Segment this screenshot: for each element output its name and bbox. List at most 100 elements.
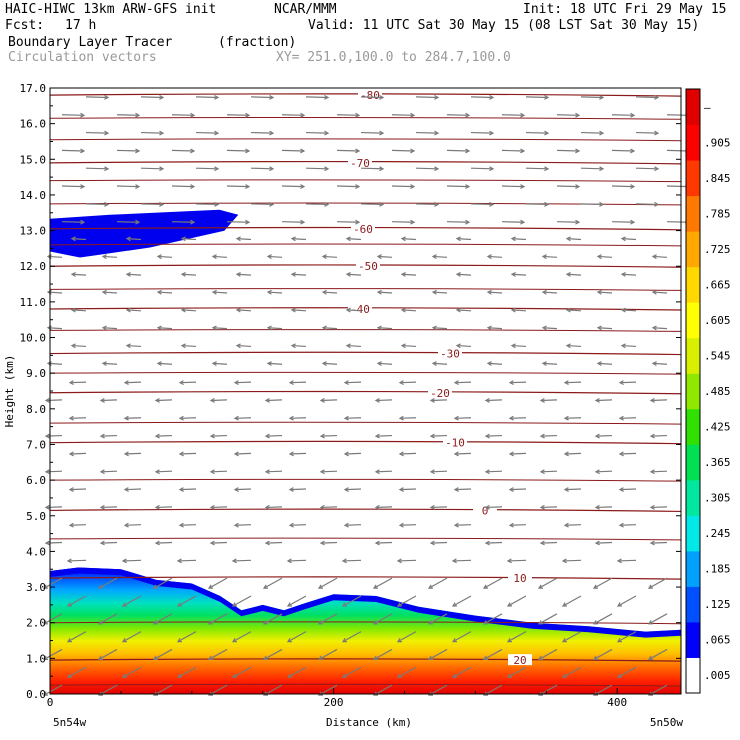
colorbar-label: .905 [704,136,731,149]
vector-shaft [564,524,582,526]
vector-head [101,325,107,331]
contour-label-bg [508,654,532,666]
vector-shaft [666,149,690,152]
vector-shaft [652,362,668,365]
vector-shaft [430,399,448,402]
vector-shaft [116,149,140,152]
vector-shaft [432,255,448,258]
circulation-vector [235,272,252,277]
circulation-vector [510,236,527,242]
vector-shaft [360,203,384,206]
tracer-top-edge [50,567,681,638]
vector-shaft [336,114,360,116]
vector-head [544,130,550,136]
vector-shaft [562,595,582,607]
vector-head [651,325,657,331]
circulation-vector [391,219,416,225]
circulation-vector [556,112,581,118]
vector-shaft [525,203,549,206]
vector-head [563,487,569,492]
contour-line [49,683,682,687]
vector-shaft [611,221,635,223]
vector-shaft [45,470,63,473]
y-tick-label: 15.0 [20,153,47,166]
circulation-vector [556,184,581,190]
vector-shaft [212,327,228,330]
vector-head [649,433,655,439]
vector-head [152,691,159,696]
vector-head [561,637,568,643]
vector-head [319,433,325,439]
circulation-vector [341,558,362,564]
vector-shaft [122,559,142,562]
vector-shaft [511,309,527,312]
vector-shaft [67,559,87,562]
vector-shaft [179,488,197,491]
vector-head [630,184,636,190]
circulation-vector [207,684,228,696]
vector-head [592,691,599,696]
vector-shaft [177,595,197,607]
vector-shaft [124,381,142,384]
circulation-vector [431,325,448,331]
vector-shaft [597,362,613,365]
vector-shaft [100,434,118,437]
vector-head [154,540,160,546]
vector-shaft [116,221,140,223]
vector-head [618,380,624,386]
circulation-vector [125,236,142,242]
vector-shaft [336,185,360,188]
circulation-vector [99,540,118,546]
vector-shaft [342,595,362,607]
vector-head [520,112,526,118]
circulation-vector [44,504,63,510]
vector-shaft [179,524,197,526]
circulation-vector [152,613,173,625]
vector-head [506,673,513,678]
vector-shaft [267,362,283,365]
vector-shaft [562,631,582,643]
vector-head [180,236,186,242]
circulation-vector [319,433,338,439]
vector-head [396,602,403,607]
vector-head [178,415,184,421]
circulation-vector [262,684,283,696]
vector-head [453,380,459,386]
vector-head [355,184,361,190]
circulation-vector [116,148,141,154]
vector-head [506,637,513,643]
vector-head [233,451,239,457]
circulation-vector [68,380,87,386]
vector-head [618,522,624,528]
vector-head [214,130,220,136]
vector-head [465,219,471,225]
vector-shaft [140,203,164,206]
vector-head [125,272,131,277]
vector-head [99,469,105,475]
circulation-vector [66,666,87,678]
vector-shaft [428,684,448,696]
circulation-vector [70,307,87,313]
vector-shaft [432,291,448,294]
circulation-vector [427,684,448,696]
circulation-vector [99,433,118,439]
circulation-vector [647,613,668,625]
circulation-vector [427,577,448,589]
vector-head [101,254,107,260]
circulation-vector [156,361,173,367]
circulation-vector [336,148,361,154]
circulation-vector [305,166,330,172]
vector-shaft [291,344,307,348]
vector-shaft [470,131,494,134]
circulation-vector [125,272,142,277]
vector-head [44,433,50,439]
vector-head [379,166,385,172]
circulation-vector [116,184,141,190]
contour-line [49,371,682,375]
circulation-vector [281,148,306,154]
vector-shaft [234,488,252,491]
contour-line [49,138,682,142]
circulation-vector [343,415,362,421]
vector-shaft [452,595,472,607]
contour-line [49,243,682,247]
